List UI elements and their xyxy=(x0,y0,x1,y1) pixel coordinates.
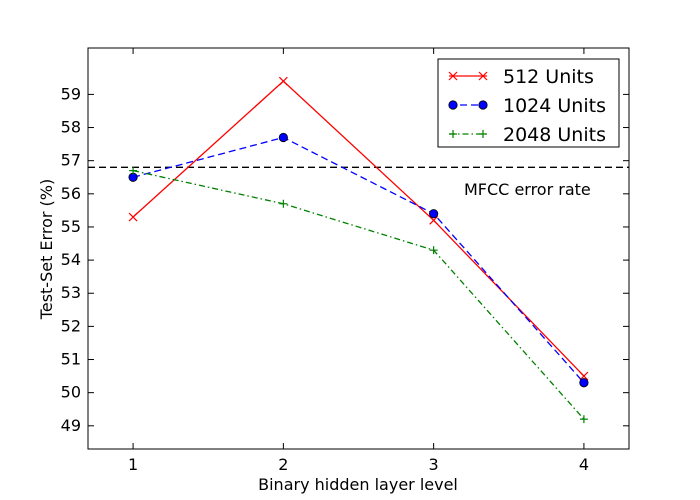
series-line-1 xyxy=(132,80,585,377)
axis-ticks: 1 2 3 4 49 50 51 52 53 54 55 56 57 58 59 xyxy=(61,48,629,474)
data-point-3-4 xyxy=(579,415,588,424)
legend-items: 512 Units 1024 Units 2048 Units xyxy=(448,66,606,146)
y-tick-label: 53 xyxy=(61,283,81,302)
legend: 512 Units 1024 Units 2048 Units xyxy=(437,58,620,148)
x-tick-label: 2 xyxy=(278,455,288,474)
series-3 xyxy=(129,166,588,424)
plot-content xyxy=(88,76,629,424)
legend-marker-left xyxy=(448,71,458,81)
data-point-2-2 xyxy=(278,132,288,143)
data-point-3-1 xyxy=(129,166,138,175)
data-point-2-3 xyxy=(429,209,439,219)
y-tick-label: 59 xyxy=(61,84,81,103)
series-line-3 xyxy=(132,169,585,420)
data-point-1-2 xyxy=(278,76,288,86)
legend-item-1: 512 Units xyxy=(448,66,594,88)
series-line-2 xyxy=(132,136,585,384)
y-tick-label: 57 xyxy=(61,151,81,170)
legend-marker-left xyxy=(449,130,457,138)
y-tick-label: 50 xyxy=(61,383,81,402)
series-2 xyxy=(128,132,589,388)
y-tick-label: 51 xyxy=(61,350,81,369)
y-tick-label: 54 xyxy=(61,250,81,269)
data-point-2-4 xyxy=(579,378,589,388)
y-tick-label: 49 xyxy=(61,416,81,435)
legend-item-3: 2048 Units xyxy=(449,124,606,146)
legend-item-2: 1024 Units xyxy=(448,95,606,117)
series-1 xyxy=(128,76,589,381)
data-point-3-2 xyxy=(279,199,288,208)
y-tick-label: 56 xyxy=(61,184,81,203)
legend-marker-right xyxy=(478,100,488,110)
legend-box xyxy=(437,58,620,148)
legend-marker-right xyxy=(478,71,488,81)
x-tick-label: 4 xyxy=(579,455,589,474)
legend-label: 1024 Units xyxy=(503,95,606,117)
x-tick-label: 3 xyxy=(429,455,439,474)
legend-label: 512 Units xyxy=(503,66,594,88)
data-point-3-3 xyxy=(429,246,438,255)
y-tick-label: 55 xyxy=(61,217,81,236)
x-axis-label: Binary hidden layer level xyxy=(258,475,458,494)
plot-frame xyxy=(87,47,630,450)
legend-marker-left xyxy=(448,100,458,110)
y-tick-label: 52 xyxy=(61,316,81,335)
x-tick-label: 1 xyxy=(128,455,138,474)
y-tick-label: 58 xyxy=(61,118,81,137)
legend-marker-right xyxy=(479,130,487,138)
data-point-1-3 xyxy=(429,215,439,225)
y-axis-label: Test-Set Error (%) xyxy=(37,179,56,320)
data-point-1-1 xyxy=(128,212,138,222)
legend-label: 2048 Units xyxy=(503,124,606,146)
mfcc-annotation: MFCC error rate xyxy=(464,180,591,199)
